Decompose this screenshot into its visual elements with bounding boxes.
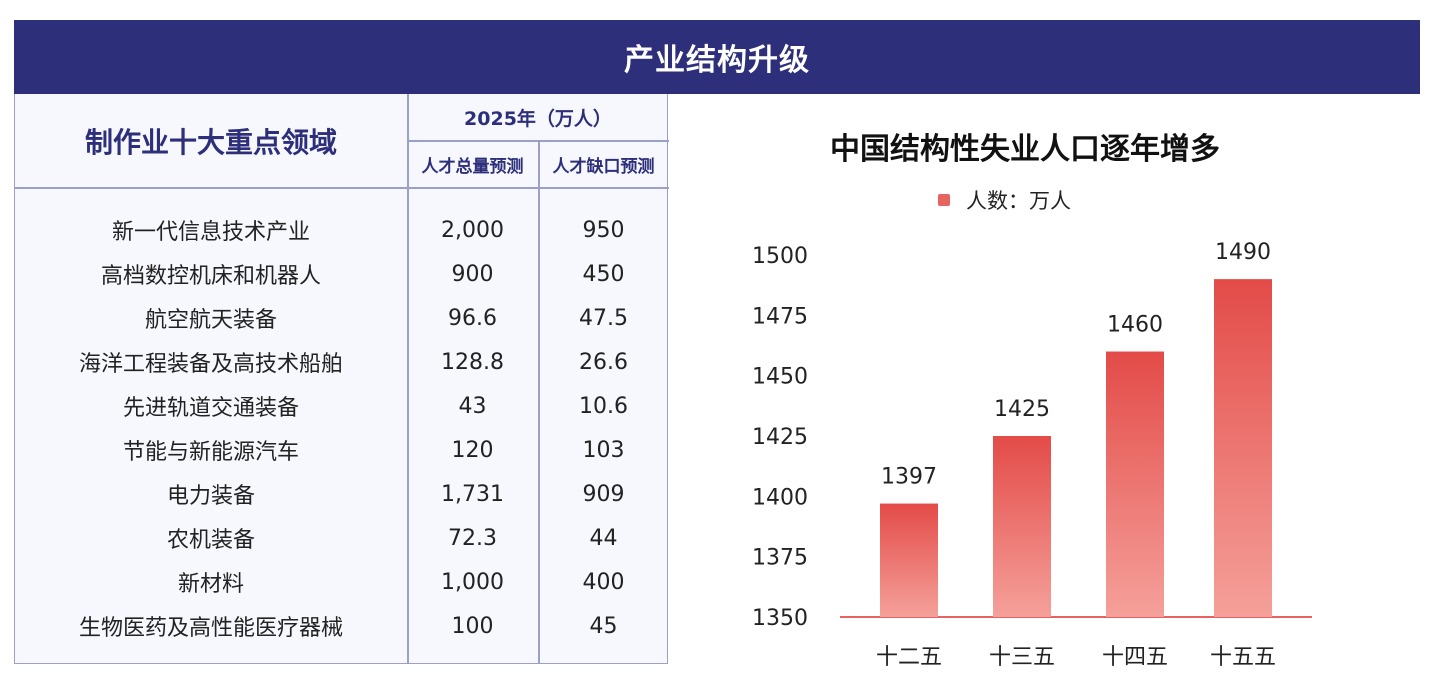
- bar-value-label: 1460: [1107, 313, 1163, 338]
- column-divider: [538, 141, 540, 663]
- bar: [993, 436, 1051, 617]
- table-header-domain: 制作业十大重点领域: [84, 126, 337, 159]
- row-domain: 节能与新能源汽车: [122, 440, 299, 465]
- column-divider: [407, 94, 409, 663]
- row-gap: 45: [589, 613, 618, 639]
- row-total: 43: [458, 393, 487, 419]
- table-row: 新材料 1,000 400: [15, 560, 669, 604]
- row-domain: 新材料: [177, 572, 244, 597]
- bar-value-label: 1397: [881, 465, 937, 490]
- row-gap: 10.6: [579, 393, 628, 419]
- section-banner: 产业结构升级: [14, 20, 1420, 94]
- bar-value-label: 1425: [994, 397, 1050, 422]
- row-total: 1,000: [441, 569, 504, 595]
- bar: [880, 503, 938, 617]
- legend-swatch: [938, 194, 950, 206]
- row-domain: 生物医药及高性能医疗器械: [78, 616, 343, 641]
- table-row: 电力装备 1,731 909: [15, 472, 669, 516]
- bar: [1214, 279, 1272, 617]
- row-gap: 909: [582, 481, 625, 507]
- chart-title: 中国结构性失业人口逐年增多: [830, 132, 1220, 167]
- y-tick-label: 1400: [752, 485, 808, 510]
- row-gap: 400: [582, 569, 625, 595]
- row-total: 2,000: [441, 217, 504, 243]
- row-domain: 航空航天装备: [144, 308, 277, 333]
- x-tick-label: 十五五: [1210, 645, 1276, 670]
- table-row: 高档数控机床和机器人 900 450: [15, 252, 669, 296]
- row-domain: 电力装备: [166, 484, 255, 509]
- banner-title: 产业结构升级: [624, 43, 810, 78]
- y-tick-label: 1375: [752, 546, 808, 571]
- row-domain: 农机装备: [166, 528, 255, 553]
- table-header-year: 2025年（万人）: [464, 108, 612, 130]
- table-row: 新一代信息技术产业 2,000 950: [15, 208, 669, 252]
- legend-label: 人数：万人: [966, 189, 1071, 213]
- header-divider: [15, 187, 669, 189]
- row-total: 72.3: [448, 525, 497, 551]
- y-tick-label: 1500: [752, 244, 808, 269]
- row-gap: 44: [589, 525, 618, 551]
- table-row: 生物医药及高性能医疗器械 100 45: [15, 604, 669, 648]
- row-gap: 950: [582, 217, 625, 243]
- row-total: 120: [451, 437, 494, 463]
- bar-value-label: 1490: [1215, 240, 1271, 265]
- x-tick-label: 十三五: [989, 645, 1055, 670]
- y-tick-label: 1425: [752, 425, 808, 450]
- row-gap: 26.6: [579, 349, 628, 375]
- y-tick-label: 1450: [752, 365, 808, 390]
- talent-table: 制作业十大重点领域 2025年（万人） 人才总量预测 人才缺口预测 新一代信息技…: [14, 94, 669, 664]
- row-total: 96.6: [448, 305, 497, 331]
- row-total: 100: [451, 613, 494, 639]
- table-header-total: 人才总量预测: [421, 157, 524, 177]
- table-row: 先进轨道交通装备 43 10.6: [15, 384, 669, 428]
- table-header-gap: 人才缺口预测: [552, 157, 655, 177]
- row-total: 128.8: [441, 349, 504, 375]
- chart-legend: 人数：万人: [938, 186, 1071, 214]
- table-row: 节能与新能源汽车 120 103: [15, 428, 669, 472]
- row-gap: 450: [582, 261, 625, 287]
- table-row: 农机装备 72.3 44: [15, 516, 669, 560]
- x-tick-label: 十二五: [876, 645, 942, 670]
- row-total: 900: [451, 261, 494, 287]
- row-gap: 47.5: [579, 305, 628, 331]
- row-total: 1,731: [441, 481, 504, 507]
- bar: [1106, 351, 1164, 617]
- row-domain: 海洋工程装备及高技术船舶: [78, 352, 343, 377]
- table-body: 新一代信息技术产业 2,000 950 高档数控机床和机器人 900 450 航空航天装备 9…: [15, 208, 669, 648]
- table-row: 航空航天装备 96.6 47.5: [15, 296, 669, 340]
- y-tick-label: 1475: [752, 304, 808, 329]
- y-tick-label: 1350: [752, 606, 808, 631]
- table-row: 海洋工程装备及高技术船舶 128.8 26.6: [15, 340, 669, 384]
- x-tick-label: 十四五: [1102, 645, 1168, 670]
- row-domain: 高档数控机床和机器人: [100, 264, 321, 289]
- header-divider: [407, 140, 669, 142]
- row-gap: 103: [582, 437, 625, 463]
- row-domain: 先进轨道交通装备: [122, 396, 299, 421]
- row-domain: 新一代信息技术产业: [111, 220, 310, 245]
